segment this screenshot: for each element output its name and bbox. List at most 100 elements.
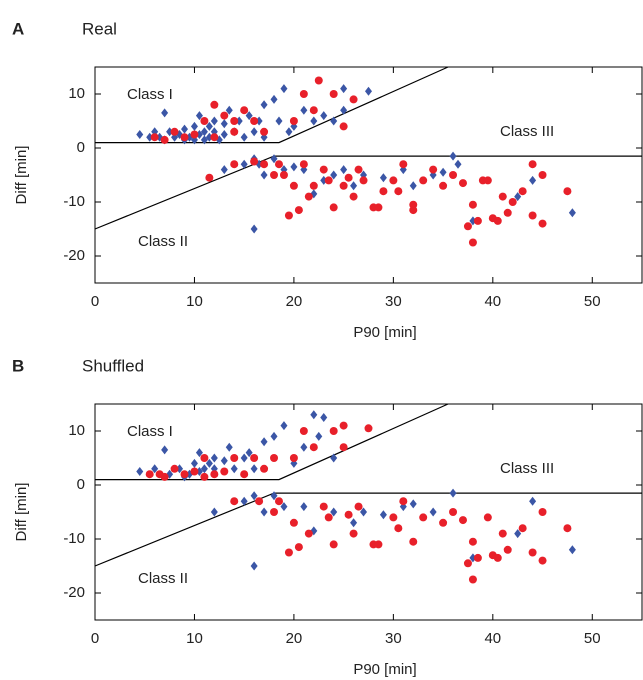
diamond-point [379, 173, 387, 183]
circle-point [409, 537, 418, 546]
diamond-point [161, 445, 169, 455]
circle-point [563, 187, 572, 196]
panel-title: Real [82, 19, 117, 38]
diamond-point [260, 100, 268, 110]
circle-point [210, 100, 219, 109]
diamond-point [220, 119, 228, 129]
circle-point [270, 171, 279, 179]
y-axis-label: Diff [min] [13, 146, 30, 205]
x-tick-label: 10 [186, 630, 203, 647]
panel: B Shuffled 0 10 20 30 40 50 -20 -10 0 10 P90 [min] Di… [12, 356, 643, 678]
circle-point [538, 508, 547, 516]
circle-point [344, 173, 353, 182]
circle-point [270, 508, 279, 516]
circle-point [538, 556, 547, 565]
panel-title: Shuffled [82, 356, 144, 375]
circle-point [498, 529, 507, 538]
class-boundary [95, 403, 449, 481]
diamond-point [200, 135, 208, 145]
x-tick-label: 40 [484, 293, 501, 310]
circle-point [349, 95, 358, 104]
circle-point [284, 548, 293, 557]
diamond-point [250, 127, 258, 137]
diamond-point [240, 453, 248, 463]
diamond-point [330, 116, 338, 126]
circle-point [439, 518, 448, 527]
circle-point [339, 122, 348, 131]
circle-point [518, 187, 527, 196]
circle-point [210, 470, 219, 479]
x-tick-label: 20 [286, 630, 303, 647]
diamond-point [330, 453, 338, 463]
diamond-point [568, 545, 576, 555]
diamond-point [330, 170, 338, 180]
diamond-point [161, 108, 169, 118]
circle-point [294, 543, 303, 552]
circle-point [339, 443, 348, 452]
diamond-point [529, 496, 537, 506]
circle-point [319, 165, 328, 174]
circle-point [359, 176, 368, 185]
circle-point [468, 537, 477, 546]
circle-point [190, 467, 199, 476]
circle-point [339, 181, 348, 190]
circle-point [250, 454, 259, 462]
circle-point [230, 127, 239, 136]
circle-point [260, 127, 269, 136]
circle-point [200, 472, 209, 481]
circle-point [329, 540, 338, 549]
diamond-point [245, 111, 253, 121]
circle-point [230, 497, 239, 506]
diamond-point [220, 130, 228, 139]
circle-point [374, 540, 383, 549]
circle-point [349, 192, 358, 201]
class-label: Class I [127, 86, 173, 103]
diamond-point [568, 208, 576, 218]
diamond-point [136, 130, 144, 139]
x-tick-label: 40 [484, 630, 501, 647]
y-tick-label: 10 [68, 85, 85, 102]
circle-point [449, 508, 458, 516]
circle-point [458, 179, 467, 188]
diamond-point [151, 464, 159, 474]
circle-point [389, 513, 398, 522]
x-tick-label: 0 [91, 630, 99, 647]
circle-point [394, 524, 403, 533]
circle-point [463, 559, 472, 568]
circle-point [324, 176, 333, 185]
diamond-point [409, 499, 417, 509]
circle-point [349, 529, 358, 538]
diamond-point [350, 518, 358, 528]
circle-point [200, 117, 209, 125]
diamond-point [270, 154, 278, 164]
diamond-point [260, 437, 268, 447]
diamond-point [429, 507, 437, 517]
circle-point [230, 117, 239, 125]
diamond-point [270, 94, 278, 104]
diamond-point [320, 413, 328, 422]
panel-letter: B [12, 356, 24, 375]
diamond-point [240, 132, 248, 142]
circle-point [289, 117, 298, 125]
diamond-point [514, 529, 522, 539]
circle-point [200, 454, 209, 462]
class-boundary [94, 155, 642, 230]
circle-point [329, 90, 338, 98]
diamond-point [310, 526, 318, 536]
circle-point [309, 443, 318, 452]
circle-point [518, 524, 527, 533]
circle-point [180, 470, 189, 479]
diamond-point [250, 224, 258, 234]
circle-point [255, 497, 264, 506]
circle-point [394, 187, 403, 196]
circle-point [170, 127, 179, 136]
circle-point [299, 90, 308, 98]
circle-point [399, 160, 408, 169]
circle-point [468, 238, 477, 247]
diamond-point [529, 175, 537, 185]
circle-point [289, 518, 298, 527]
circle-point [344, 510, 353, 519]
circle-point [473, 216, 482, 225]
diamond-point [205, 458, 213, 468]
circle-point [309, 181, 318, 190]
